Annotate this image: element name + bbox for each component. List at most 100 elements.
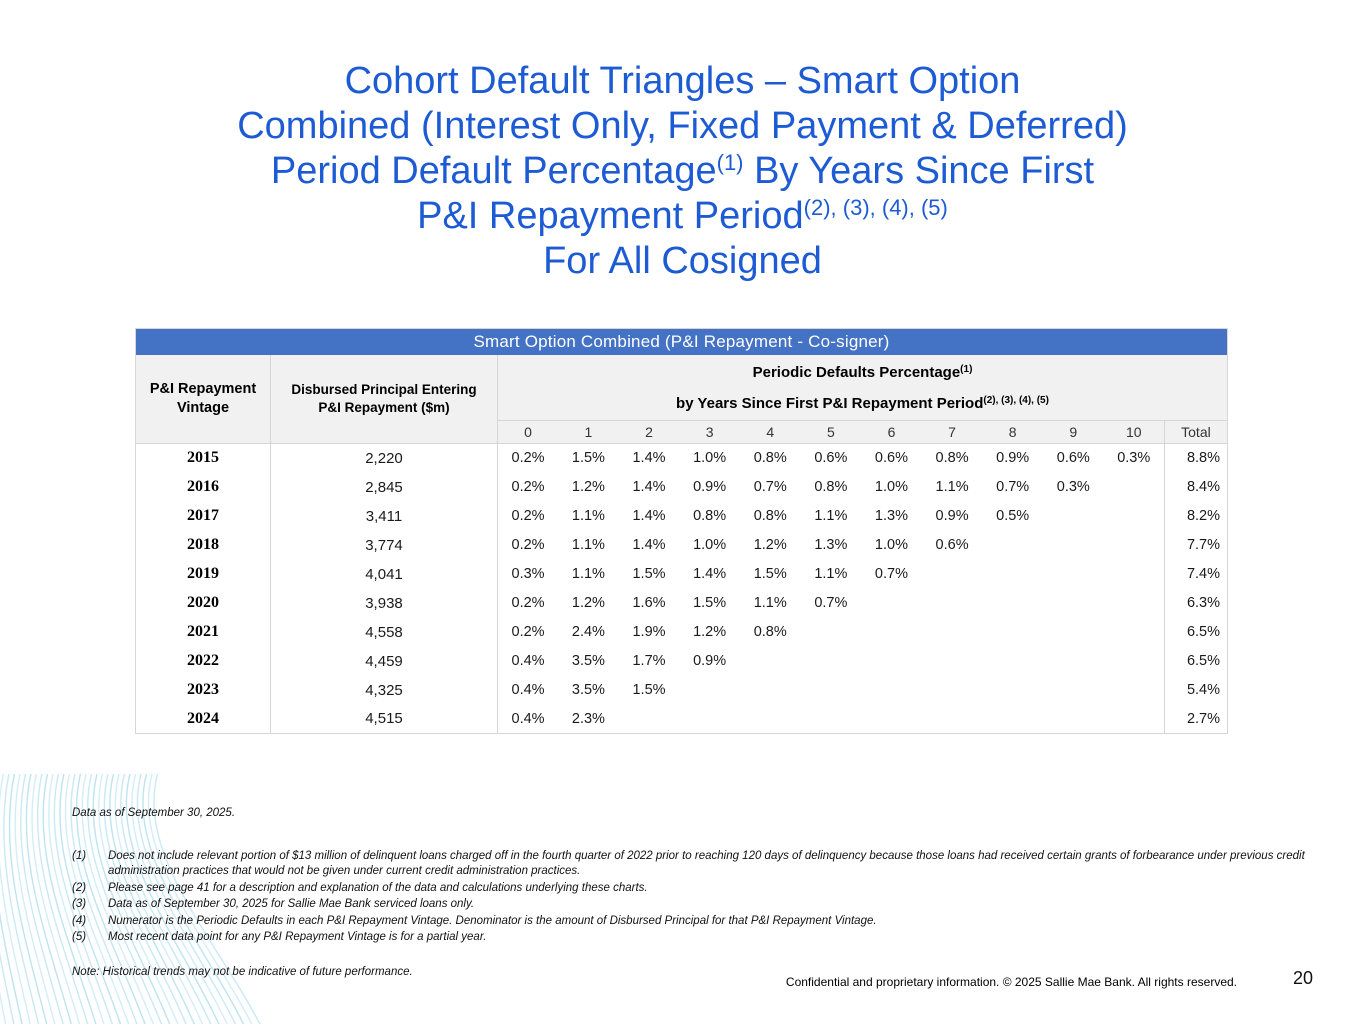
disbursed-principal-cell: 4,558	[270, 617, 498, 647]
vintage-year-cell: 2019	[135, 559, 271, 589]
title-line-4: P&I Repayment Period(2), (3), (4), (5)	[0, 194, 1365, 239]
default-percentage-cell	[619, 705, 680, 734]
total-column-header: Total	[1163, 420, 1228, 444]
vintage-year-cell: 2021	[135, 617, 271, 647]
default-percentage-cell: 0.3%	[1117, 450, 1151, 467]
default-percentage-cell	[740, 705, 801, 734]
default-percentage-cell: 0.8%	[814, 479, 848, 495]
default-percentage-cell	[1104, 473, 1165, 502]
default-percentage-cell: 0.7%	[996, 479, 1030, 495]
default-percentage-cell	[922, 560, 983, 589]
default-percentage-cell	[1104, 531, 1165, 560]
default-percentage-cell: 1.2%	[571, 595, 605, 611]
footnote-number: (1)	[72, 849, 87, 862]
title-footnote-refs-2345: (2), (3), (4), (5)	[803, 195, 948, 220]
default-percentage-cell: 0.9%	[693, 479, 727, 495]
default-percentage-cell	[861, 618, 922, 647]
title-line-5: For All Cosigned	[543, 240, 822, 282]
footnote-item: (4) Numerator is the Periodic Defaults in…	[72, 914, 1307, 930]
table-banner: Smart Option Combined (P&I Repayment - C…	[135, 328, 1228, 355]
default-percentage-cell: 0.2%	[511, 450, 545, 467]
total-percentage-cell: 8.2%	[1163, 501, 1228, 531]
default-percentage-cell	[922, 676, 983, 705]
title-line-4-text: P&I Repayment Period	[417, 195, 804, 237]
vintage-year-cell: 2020	[135, 588, 271, 618]
default-percentage-cell	[982, 647, 1043, 676]
table-row: 2017 3,411 0.2% 1.1% 1.4% 0.8% 0.8% 1.1% 1.3% 0.9…	[135, 501, 1228, 531]
default-percentage-cell	[1043, 647, 1104, 676]
default-percentage-cell	[801, 676, 862, 705]
default-percentage-cell: 0.7%	[874, 566, 908, 582]
vintage-year-cell: 2017	[135, 501, 271, 531]
footnote-item: (1) Does not include relevant portion of …	[72, 849, 1307, 880]
default-percentage-cell: 1.1%	[571, 508, 605, 524]
default-percentage-cell: 1.3%	[814, 537, 848, 553]
default-percentage-cell: 1.0%	[874, 479, 908, 495]
year-column-header: 2	[618, 420, 680, 444]
default-percentage-cell	[1104, 502, 1165, 531]
year-column-header: 9	[1042, 420, 1104, 444]
default-percentage-cell: 1.1%	[935, 479, 969, 495]
default-percentage-cell	[982, 589, 1043, 618]
table-banner-row: Smart Option Combined (P&I Repayment - C…	[135, 328, 1228, 355]
footnote-text: Does not include relevant portion of $13…	[108, 849, 1305, 878]
default-percentage-cell	[679, 676, 740, 705]
title-footnote-ref-1: (1)	[716, 150, 744, 175]
default-percentage-cell: 1.9%	[632, 624, 666, 640]
default-percentage-cell	[861, 705, 922, 734]
default-percentage-cell: 0.4%	[511, 682, 545, 698]
default-percentage-cell: 1.4%	[632, 450, 666, 467]
footnote-number: (5)	[72, 931, 87, 943]
total-percentage-cell: 7.4%	[1163, 559, 1228, 589]
default-percentage-cell: 0.6%	[935, 537, 969, 553]
vintage-year-cell: 2023	[135, 675, 271, 705]
footnote-number: (2)	[72, 881, 87, 894]
default-percentage-cell: 1.0%	[693, 450, 727, 467]
periodic-footnote-ref-1: (1)	[960, 364, 973, 376]
default-percentage-cell	[1104, 589, 1165, 618]
periodic-footnote-refs-2345: (2), (3), (4), (5)	[983, 395, 1049, 407]
total-percentage-cell: 5.4%	[1163, 675, 1228, 705]
default-percentage-cell	[982, 705, 1043, 734]
table-row: 2022 4,459 0.4% 3.5% 1.7% 0.9% 6.5%	[135, 646, 1228, 676]
default-percentage-cell	[982, 531, 1043, 560]
year-column-header: 4	[739, 420, 801, 444]
default-percentage-cell: 1.4%	[632, 479, 666, 495]
table-row: 2016 2,845 0.2% 1.2% 1.4% 0.9% 0.7% 0.8% 1.0% 1.1…	[135, 472, 1228, 502]
footnote-text: Please see page 41 for a description and…	[108, 881, 648, 894]
footnote-item: (5) Most recent data point for any P&I Re…	[72, 930, 1307, 946]
default-percentage-cell	[861, 676, 922, 705]
disbursed-principal-cell: 4,041	[270, 559, 498, 589]
table-row: 2024 4,515 0.4% 2.3% 2.7%	[135, 704, 1228, 734]
default-percentage-cell: 1.5%	[632, 566, 666, 582]
default-percentage-cell	[922, 647, 983, 676]
default-percentage-cell: 0.8%	[753, 624, 787, 640]
periodic-header-line1: Periodic Defaults Percentage(1)	[498, 364, 1227, 381]
title-line-2: Combined (Interest Only, Fixed Payment &…	[237, 105, 1128, 147]
col-header-vintage: P&I Repayment Vintage	[135, 354, 271, 444]
disbursed-principal-cell: 4,459	[270, 646, 498, 676]
default-percentage-cell: 1.1%	[571, 537, 605, 553]
default-percentage-cell: 2.3%	[571, 710, 605, 727]
default-percentage-cell	[861, 647, 922, 676]
default-percentage-cell: 0.8%	[753, 508, 787, 524]
default-percentage-cell	[679, 705, 740, 734]
default-percentage-cell: 1.4%	[693, 566, 727, 582]
default-percentage-cell: 0.6%	[874, 450, 908, 467]
default-percentage-cell	[982, 676, 1043, 705]
default-percentage-cell	[801, 647, 862, 676]
default-percentage-cell: 0.3%	[1056, 479, 1090, 495]
default-percentage-cell	[861, 589, 922, 618]
year-column-header: 0	[497, 420, 559, 444]
vintage-year-cell: 2018	[135, 530, 271, 560]
default-percentage-cell: 0.9%	[996, 450, 1030, 467]
total-percentage-cell: 6.3%	[1163, 588, 1228, 618]
default-percentage-cell	[922, 705, 983, 734]
default-percentage-cell	[1043, 676, 1104, 705]
total-percentage-cell: 6.5%	[1163, 646, 1228, 676]
default-percentage-cell: 0.4%	[511, 710, 545, 727]
default-percentage-cell: 0.5%	[996, 508, 1030, 524]
table-row: 2020 3,938 0.2% 1.2% 1.6% 1.5% 1.1% 0.7% 6.3%	[135, 588, 1228, 618]
default-percentage-cell	[1104, 676, 1165, 705]
default-percentage-cell: 0.2%	[511, 595, 545, 611]
